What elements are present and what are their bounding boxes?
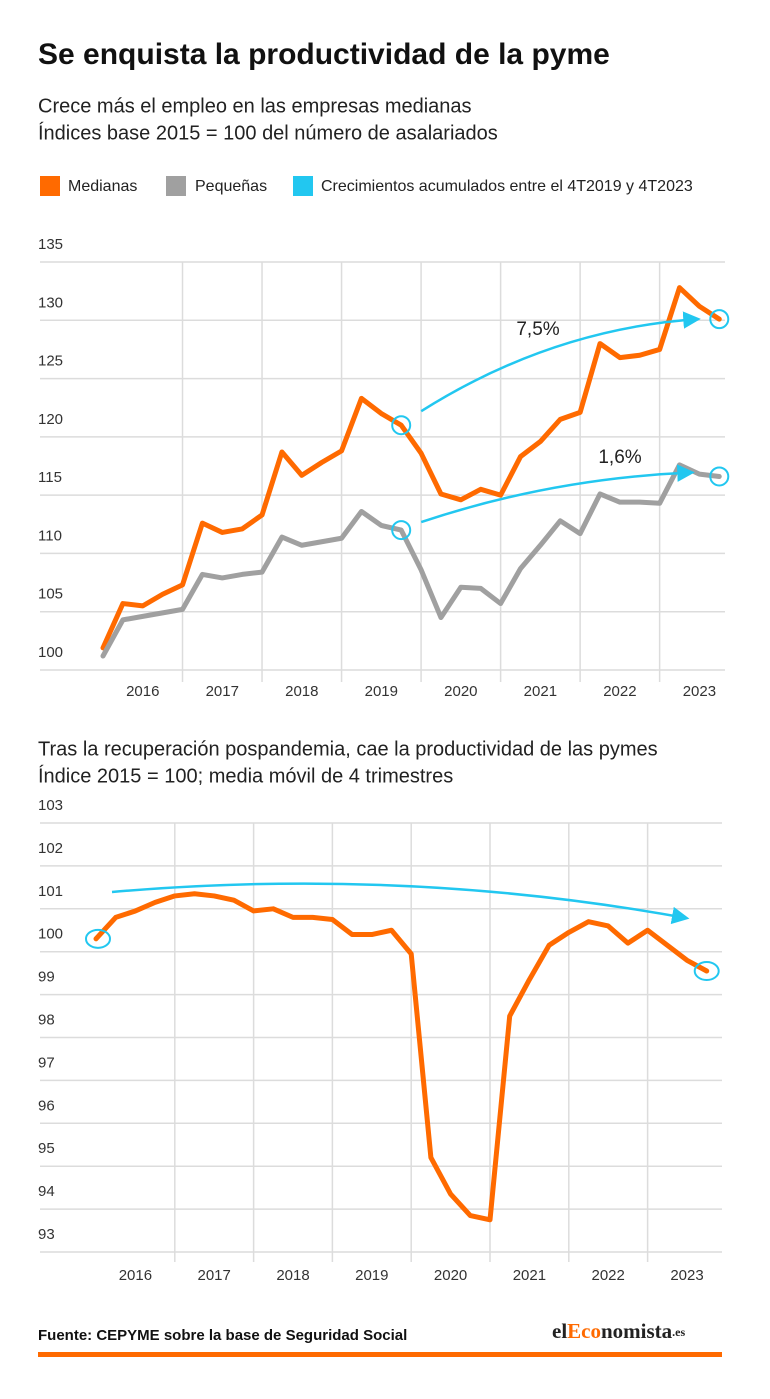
highlight-circle bbox=[391, 520, 412, 541]
logo: elEconomista.es bbox=[552, 1319, 685, 1343]
x-tick-label: 2020 bbox=[434, 1267, 467, 1284]
y-tick-label: 103 bbox=[38, 797, 63, 814]
annotation-label: 1,6% bbox=[598, 447, 641, 468]
chart-subtitle: Índice 2015 = 100; media móvil de 4 trim… bbox=[38, 764, 453, 787]
legend-swatch bbox=[293, 176, 313, 196]
legend-swatch bbox=[166, 176, 186, 196]
logo-part: el bbox=[552, 1319, 567, 1343]
highlight-circle bbox=[709, 309, 730, 330]
highlight-circle bbox=[693, 961, 720, 982]
x-tick-label: 2018 bbox=[285, 683, 318, 700]
series-line bbox=[100, 462, 722, 659]
logo-part: Eco bbox=[567, 1319, 601, 1343]
y-tick-label: 135 bbox=[38, 236, 63, 253]
y-tick-label: 120 bbox=[38, 411, 63, 428]
highlight-circle bbox=[391, 415, 412, 436]
annotation-arrow bbox=[111, 882, 690, 925]
annotation-arrow bbox=[420, 464, 695, 524]
y-tick-label: 96 bbox=[38, 1097, 55, 1114]
legend-label: Pequeñas bbox=[195, 178, 267, 195]
annotation-arrow bbox=[420, 311, 701, 413]
chart-title: Crece más el empleo en las empresas medi… bbox=[38, 95, 472, 117]
x-tick-label: 2018 bbox=[276, 1267, 309, 1284]
highlight-circle bbox=[709, 466, 730, 487]
y-tick-label: 93 bbox=[38, 1226, 55, 1243]
y-tick-label: 105 bbox=[38, 586, 63, 603]
headline: Se enquista la productividad de la pyme bbox=[38, 38, 610, 71]
chart-title: Tras la recuperación pospandemia, cae la… bbox=[38, 738, 658, 760]
x-tick-label: 2016 bbox=[126, 683, 159, 700]
annotation-label: 7,5% bbox=[516, 319, 559, 340]
x-tick-label: 2022 bbox=[603, 683, 636, 700]
x-tick-label: 2017 bbox=[206, 683, 239, 700]
logo-part: .es bbox=[672, 1325, 685, 1339]
series-line bbox=[100, 285, 722, 651]
legend-label: Crecimientos acumulados entre el 4T2019 … bbox=[321, 178, 693, 195]
footer-rule bbox=[38, 1352, 722, 1357]
x-tick-label: 2019 bbox=[355, 1267, 388, 1284]
x-tick-label: 2021 bbox=[524, 683, 557, 700]
y-tick-label: 125 bbox=[38, 353, 63, 370]
y-tick-label: 102 bbox=[38, 840, 63, 857]
y-tick-label: 97 bbox=[38, 1054, 55, 1071]
chart-subtitle: Índices base 2015 = 100 del número de as… bbox=[38, 121, 498, 144]
y-tick-label: 110 bbox=[38, 527, 62, 544]
x-tick-label: 2019 bbox=[365, 683, 398, 700]
y-tick-label: 94 bbox=[38, 1183, 55, 1200]
highlight-circle bbox=[85, 928, 111, 949]
y-tick-label: 99 bbox=[38, 969, 55, 986]
y-tick-label: 115 bbox=[38, 469, 62, 486]
y-tick-label: 95 bbox=[38, 1140, 55, 1157]
source: Fuente: CEPYME sobre la base de Segurida… bbox=[38, 1327, 407, 1344]
logo-part: nomista bbox=[601, 1319, 673, 1343]
x-tick-label: 2023 bbox=[670, 1267, 703, 1284]
y-tick-label: 100 bbox=[38, 644, 63, 661]
x-tick-label: 2017 bbox=[198, 1267, 231, 1284]
x-tick-label: 2022 bbox=[592, 1267, 625, 1284]
x-tick-label: 2023 bbox=[683, 683, 716, 700]
y-tick-label: 101 bbox=[38, 883, 63, 900]
y-tick-label: 130 bbox=[38, 294, 63, 311]
y-tick-label: 100 bbox=[38, 926, 63, 943]
x-tick-label: 2020 bbox=[444, 683, 477, 700]
x-tick-label: 2016 bbox=[119, 1267, 152, 1284]
legend-label: Medianas bbox=[68, 178, 137, 195]
x-tick-label: 2021 bbox=[513, 1267, 546, 1284]
legend-swatch bbox=[40, 176, 60, 196]
series-line bbox=[93, 891, 710, 1223]
y-tick-label: 98 bbox=[38, 1011, 55, 1028]
